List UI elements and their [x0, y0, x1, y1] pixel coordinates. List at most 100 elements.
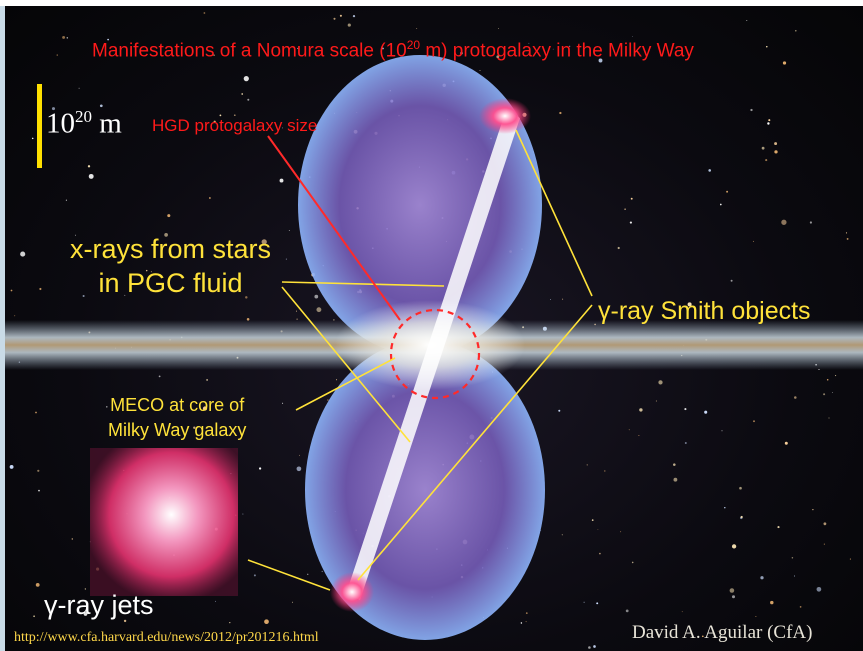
star — [245, 296, 248, 299]
star — [336, 379, 338, 381]
pointer-smith-upper — [515, 129, 593, 297]
meco-core-marker — [389, 308, 481, 400]
star — [314, 294, 319, 299]
star — [823, 393, 826, 396]
star — [333, 17, 336, 20]
star — [809, 221, 812, 224]
star — [752, 240, 754, 242]
star — [740, 515, 743, 519]
star — [630, 197, 633, 200]
star — [39, 287, 42, 291]
star — [193, 426, 196, 429]
pointer-xrays-upper — [281, 281, 445, 287]
gamma-jets-label: γ-ray jets — [44, 590, 154, 620]
star — [765, 159, 768, 162]
star — [229, 621, 231, 624]
star — [14, 315, 16, 317]
star — [62, 35, 66, 39]
star — [684, 408, 687, 411]
star — [35, 583, 40, 587]
star — [731, 595, 736, 599]
star — [99, 104, 103, 108]
star — [684, 441, 687, 445]
star — [639, 408, 643, 412]
star — [528, 42, 530, 44]
star — [107, 38, 109, 41]
star — [316, 307, 322, 313]
pointer-hgd-size — [267, 135, 401, 321]
star — [753, 420, 755, 423]
star — [20, 251, 26, 257]
star — [296, 466, 302, 472]
star — [65, 199, 67, 201]
star — [831, 392, 833, 394]
star — [241, 93, 244, 95]
star — [791, 556, 794, 559]
star — [75, 234, 76, 236]
star — [297, 47, 299, 49]
star — [760, 576, 764, 580]
star — [558, 409, 561, 412]
star — [202, 406, 208, 411]
star — [823, 543, 825, 545]
star — [658, 380, 663, 385]
star — [296, 318, 298, 320]
star — [525, 612, 528, 614]
star — [655, 400, 657, 402]
star — [846, 237, 849, 240]
star — [588, 646, 591, 649]
star — [687, 302, 692, 307]
star — [114, 46, 116, 49]
star — [460, 51, 463, 55]
star — [382, 47, 384, 50]
star — [496, 55, 500, 59]
star — [731, 544, 737, 549]
star — [264, 619, 269, 625]
star — [719, 203, 722, 206]
figure-title: Manifestations of a Nomura scale (1020 m… — [92, 38, 694, 62]
star — [339, 14, 342, 17]
star — [213, 54, 215, 56]
star — [549, 298, 552, 301]
star — [721, 430, 723, 432]
star — [624, 208, 626, 211]
star — [51, 107, 56, 111]
star — [498, 28, 499, 29]
star — [247, 98, 250, 101]
star — [296, 310, 297, 312]
star — [658, 633, 661, 636]
star — [232, 49, 234, 51]
star — [106, 406, 108, 408]
star — [243, 75, 249, 82]
xrays-label: x-rays from stars in PGC fluid — [70, 232, 271, 300]
star — [299, 454, 300, 456]
star — [321, 570, 323, 573]
star — [520, 622, 523, 624]
star — [123, 619, 127, 623]
star — [282, 127, 284, 129]
star — [215, 600, 216, 602]
star — [708, 169, 711, 172]
meco-label-line1: MECO at core of — [110, 395, 245, 415]
star — [253, 574, 256, 577]
star — [845, 232, 848, 234]
pointer-xrays-lower — [281, 286, 411, 443]
star — [681, 611, 683, 613]
star — [38, 489, 40, 492]
star — [717, 630, 719, 632]
star — [562, 298, 564, 300]
star — [766, 46, 768, 48]
star — [794, 396, 797, 399]
star — [327, 399, 329, 401]
star — [599, 552, 601, 555]
star — [701, 635, 704, 638]
star — [56, 54, 58, 56]
star — [209, 197, 211, 199]
xrays-label-line1: x-rays from stars — [70, 234, 272, 264]
star — [213, 120, 216, 123]
hgd-size-label: HGD protogalaxy size — [152, 116, 318, 135]
star — [124, 294, 126, 296]
star — [596, 602, 599, 605]
star — [849, 558, 851, 560]
